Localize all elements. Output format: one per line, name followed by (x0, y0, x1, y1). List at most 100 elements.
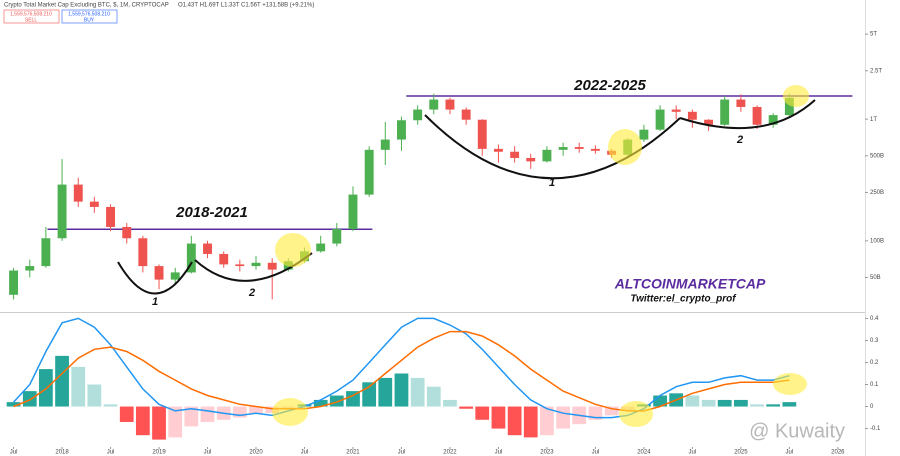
histogram-bar (394, 373, 409, 407)
histogram-bar (750, 404, 764, 407)
histogram-bar (604, 406, 619, 416)
histogram-bar (249, 406, 263, 414)
y-tick-label: 50B (870, 275, 881, 281)
y-tick-label: 1T (870, 117, 877, 123)
y-tick-label: -0.1 (870, 426, 881, 432)
histogram-bar (22, 391, 37, 407)
histogram-bar (782, 402, 797, 407)
histogram-bar (523, 406, 538, 438)
candle-body (639, 129, 649, 140)
histogram-bar (71, 366, 86, 407)
candle-body (9, 270, 19, 295)
sell-button[interactable] (3, 9, 60, 24)
x-tick-label: Jul (107, 450, 115, 456)
y-tick-label: 250B (870, 190, 884, 196)
candle-body (461, 109, 471, 120)
histogram-bar (701, 399, 716, 407)
histogram-bar (733, 399, 748, 407)
histogram-bar (184, 406, 199, 427)
x-tick-label: Jul (786, 450, 794, 456)
candle-body (380, 139, 390, 150)
histogram-bar (119, 406, 134, 422)
x-tick-label: 2026 (831, 450, 845, 456)
candle-body (25, 266, 35, 271)
x-tick-label: 2023 (540, 450, 554, 456)
histogram-bar (265, 406, 280, 414)
histogram-bar (378, 377, 393, 407)
annotation: 2 (736, 134, 743, 146)
x-tick-label: 2020 (249, 450, 263, 456)
x-tick-label: 2018 (55, 450, 69, 456)
histogram-bar (459, 406, 474, 409)
cup-arc (424, 114, 681, 180)
histogram-bar (313, 399, 328, 407)
histogram-bar (168, 406, 183, 438)
histogram-bar (200, 406, 215, 422)
x-tick-label: Jul (495, 450, 503, 456)
histogram-bar (685, 395, 700, 407)
candle-body (413, 109, 423, 121)
x-tick-label: Jul (204, 450, 212, 456)
histogram-bar (475, 406, 490, 420)
x-tick-label: 2022 (443, 450, 457, 456)
highlight (773, 373, 807, 395)
histogram-bar (507, 406, 522, 436)
header-title: Crypto Total Market Cap Excluding BTC, $… (4, 3, 169, 9)
candle-body (542, 149, 552, 162)
candle-body (106, 206, 116, 227)
candle-body (316, 243, 326, 252)
brand: ALTCOINMARKETCAP (614, 276, 766, 292)
histogram-bar (426, 386, 441, 407)
candle-body (429, 99, 439, 110)
candle-body (590, 148, 600, 151)
candle-body (122, 226, 132, 239)
y-tick-label: 500B (870, 153, 884, 159)
candle-body (493, 148, 503, 152)
highlight (272, 398, 308, 426)
candle-body (477, 119, 487, 149)
y-tick-label: 0.2 (870, 360, 879, 366)
x-tick-label: Jul (398, 450, 406, 456)
y-tick-label: 0.3 (870, 338, 879, 344)
candle-body (219, 253, 229, 265)
histogram-bar (410, 377, 425, 407)
annotation: 1 (549, 177, 555, 189)
x-tick-label: 2024 (637, 450, 651, 456)
histogram-bar (87, 384, 102, 407)
candle-body (558, 147, 568, 150)
cup-arc (117, 261, 193, 295)
watermark: @ Kuwaity (749, 420, 845, 442)
candle-body (170, 272, 180, 280)
histogram-bar (55, 355, 69, 407)
plot-area: Jul 2018 Jul 2019 Jul 2020 Jul 2021 Jul 2022 Jul 20… (6, 93, 853, 456)
x-tick-label: Jul (592, 450, 600, 456)
y-tick-label: 5T (870, 32, 877, 38)
candle-body (332, 229, 342, 244)
highlight (275, 233, 311, 267)
candle-body (687, 111, 697, 120)
candle-body (736, 99, 746, 107)
histogram-bar (653, 395, 667, 407)
candle-body (720, 99, 730, 125)
y-tick-label: 100B (870, 238, 884, 244)
annotation: 2018-2021 (175, 204, 248, 221)
histogram-bar (135, 406, 150, 436)
credit: Twitter:el_crypto_prof (630, 294, 737, 305)
candle-body (235, 264, 245, 267)
highlight (608, 129, 642, 165)
macd-line (13, 330, 790, 412)
candle-body (655, 109, 665, 130)
x-tick-label: 2021 (346, 450, 360, 456)
x-tick-label: Jul (10, 450, 18, 456)
x-tick-label: Jul (689, 450, 697, 456)
y-tick-label: 0.4 (870, 316, 879, 322)
annotation: 2022-2025 (573, 77, 646, 94)
candle-body (752, 106, 762, 125)
macd-line (13, 317, 790, 419)
histogram-bar (717, 399, 732, 407)
histogram-bar (38, 369, 53, 407)
x-tick-label: 2025 (734, 450, 748, 456)
buy-button[interactable] (61, 9, 118, 24)
y-tick-label: 0 (870, 404, 874, 410)
